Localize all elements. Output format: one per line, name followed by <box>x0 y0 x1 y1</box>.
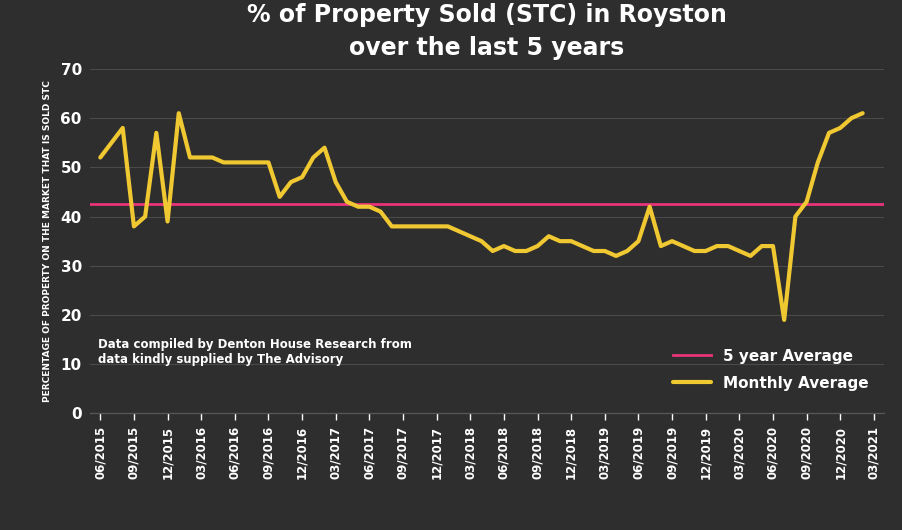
Monthly Average <box>95 154 106 161</box>
Monthly Average <box>229 159 240 165</box>
Monthly Average <box>857 110 868 117</box>
Monthly Average <box>846 115 857 121</box>
Line: Monthly Average: Monthly Average <box>100 113 862 320</box>
Monthly Average <box>252 159 262 165</box>
Y-axis label: PERCENTAGE OF PROPERTY ON THE MARKET THAT IS SOLD STC: PERCENTAGE OF PROPERTY ON THE MARKET THA… <box>43 80 52 402</box>
Text: Data compiled by Denton House Research from
data kindly supplied by The Advisory: Data compiled by Denton House Research f… <box>98 338 412 366</box>
Title: % of Property Sold (STC) in Royston
over the last 5 years: % of Property Sold (STC) in Royston over… <box>247 3 727 60</box>
Monthly Average <box>778 317 789 323</box>
Monthly Average <box>151 130 161 136</box>
Monthly Average <box>173 110 184 117</box>
Monthly Average <box>543 233 554 240</box>
Monthly Average <box>689 248 700 254</box>
5 year Average <box>95 201 106 207</box>
5 year Average <box>128 201 139 207</box>
Legend: 5 year Average, Monthly Average: 5 year Average, Monthly Average <box>665 341 877 399</box>
